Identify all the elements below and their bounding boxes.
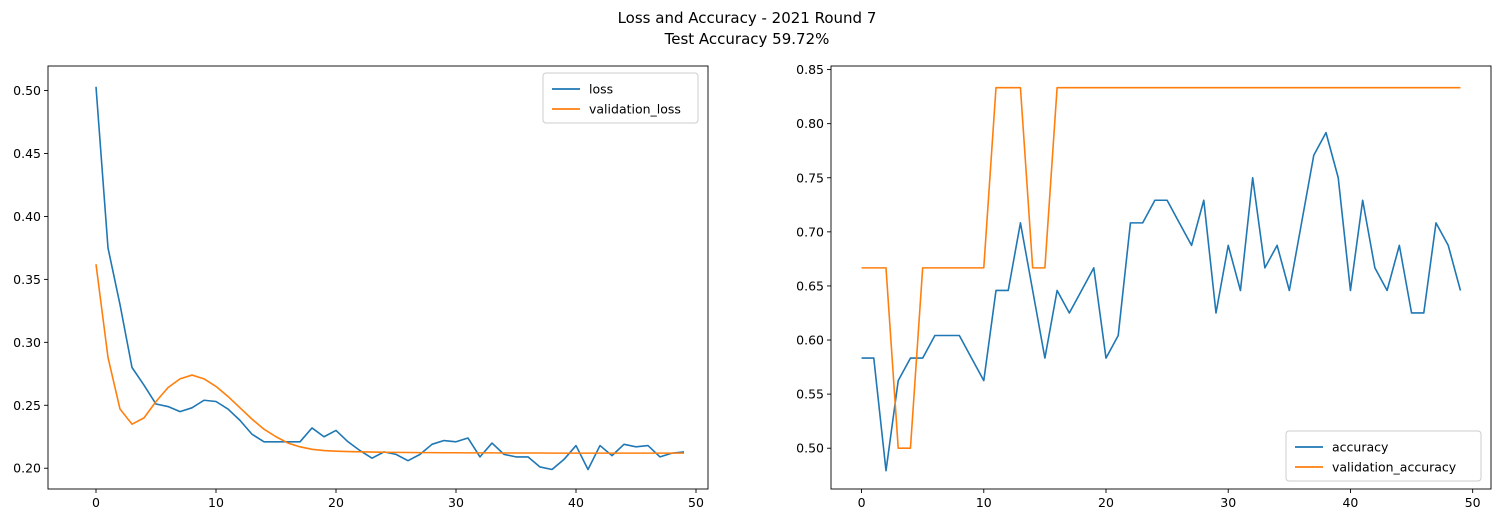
y-tick-label: 0.55 [796,387,824,402]
y-tick-label: 0.25 [13,398,41,413]
plot-frame [830,65,1492,490]
legend-label-loss: loss [589,82,613,97]
y-tick-label: 0.20 [13,461,41,476]
accuracy-chart: 0 10 20 30 40 50 0.50 0.55 0.60 0.65 0.70 0.75 0.80 0… [796,62,1492,510]
legend-box [1285,430,1482,482]
x-tick-label: 20 [328,495,344,510]
y-tick-label: 0.45 [13,146,41,161]
x-tick-label: 20 [1098,495,1114,510]
y-tick-label: 0.70 [796,224,824,239]
series-line-validation_accuracy [861,86,1461,450]
figure-subtitle: Test Accuracy 59.72% [664,30,830,48]
y-tick-label: 0.50 [13,83,41,98]
x-tick-label: 30 [1220,495,1236,510]
x-tick-label: 40 [568,495,584,510]
legend-label-validation_loss: validation_loss [589,102,681,117]
x-tick-label: 50 [1465,495,1481,510]
x-tick-label: 10 [208,495,224,510]
x-tick-label: 50 [688,495,704,510]
y-tick-label: 0.30 [13,335,41,350]
loss-chart: 0 10 20 30 40 50 0.20 0.25 0.30 0.35 0.40 0.45 0.50 l… [13,65,709,510]
x-tick-label: 0 [858,495,866,510]
x-tick-label: 40 [1342,495,1358,510]
x-tick-label: 0 [92,495,100,510]
x-tick-label: 10 [976,495,992,510]
series-line-loss [95,86,685,471]
legend-label-validation_accuracy: validation_accuracy [1332,460,1457,475]
series-line-accuracy [861,131,1462,472]
y-tick-label: 0.65 [796,278,824,293]
y-tick-label: 0.85 [796,62,824,77]
y-tick-label: 0.40 [13,209,41,224]
y-tick-label: 0.80 [796,116,824,131]
legend-box [542,72,699,124]
x-tick-label: 30 [448,495,464,510]
legend-label-accuracy: accuracy [1332,440,1389,455]
y-tick-label: 0.35 [13,272,41,287]
y-tick-label: 0.50 [796,441,824,456]
legend: loss validation_loss [542,72,699,124]
figure-title: Loss and Accuracy - 2021 Round 7 [617,9,877,27]
legend: accuracy validation_accuracy [1285,430,1482,482]
plot-frame [47,65,709,490]
series-line-validation_loss [95,264,684,454]
y-tick-label: 0.60 [796,333,824,348]
y-tick-label: 0.75 [796,170,824,185]
